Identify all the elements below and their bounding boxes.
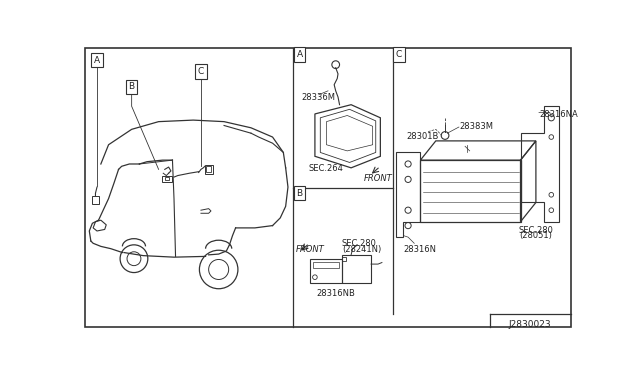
Text: C: C [198,67,204,76]
Bar [206,166,211,173]
Bar [310,259,342,283]
Text: B: B [296,189,303,198]
Bar [92,196,99,204]
Bar [205,165,212,174]
Text: 28316NB: 28316NB [316,289,355,298]
Text: SEC.264: SEC.264 [308,164,344,173]
Bar [312,262,339,268]
Bar [342,255,371,283]
Bar [164,177,168,180]
Text: 28316N: 28316N [403,245,436,254]
Bar [342,257,346,261]
Polygon shape [93,220,106,231]
Text: A: A [94,55,100,64]
Text: (28241N): (28241N) [342,245,381,254]
Text: 28316NA: 28316NA [540,110,579,119]
Text: (28051): (28051) [519,231,552,240]
Text: 28383M: 28383M [459,122,493,131]
Text: FRONT: FRONT [296,245,324,254]
Text: SEC.280: SEC.280 [519,225,554,235]
Text: FRONT: FRONT [364,174,393,183]
Text: SEC.280: SEC.280 [342,240,377,248]
Text: J2830023: J2830023 [509,320,552,329]
Bar [163,176,172,182]
Text: 28301B: 28301B [406,132,439,141]
Bar [420,160,520,222]
Text: A: A [296,50,303,59]
Text: 28336M: 28336M [302,93,336,102]
Text: C: C [396,50,402,59]
Text: B: B [129,83,134,92]
